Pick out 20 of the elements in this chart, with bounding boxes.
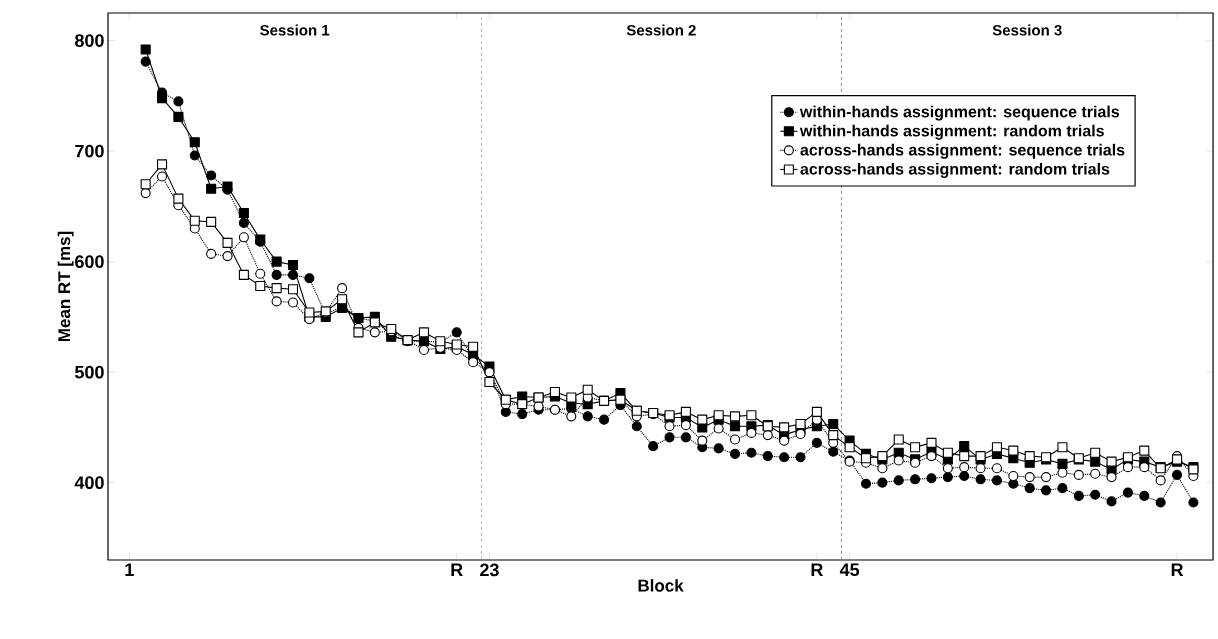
x-tick-label: R bbox=[1171, 563, 1184, 576]
y-tick-label: 700 bbox=[75, 144, 104, 158]
annotation: Session 1 bbox=[260, 24, 330, 36]
x-tick-label: 1 bbox=[125, 563, 134, 576]
legend-label: within-hands assignment: random trials bbox=[799, 124, 1104, 140]
x-axis-title: Block bbox=[638, 579, 684, 592]
y-tick-label: 800 bbox=[75, 34, 104, 47]
y-axis-title: Mean RT [ms] bbox=[57, 231, 74, 342]
legend-label: across-hands assignment: sequence trials bbox=[800, 143, 1125, 159]
x-tick-label: R bbox=[451, 563, 463, 576]
y-tick-label: 400 bbox=[74, 476, 104, 489]
annotation: Session 2 bbox=[626, 24, 696, 36]
x-tick-label: 23 bbox=[480, 563, 499, 577]
legend-label: across-hands assignment: random trials bbox=[800, 162, 1110, 178]
annotation: Session 3 bbox=[992, 24, 1062, 36]
y-tick-label: 600 bbox=[75, 255, 104, 268]
x-tick-label: 45 bbox=[839, 563, 860, 577]
legend-label: within-hands assignment: sequence trials bbox=[799, 105, 1120, 121]
y-tick-label: 500 bbox=[74, 365, 104, 379]
x-tick-label: R bbox=[811, 563, 824, 576]
